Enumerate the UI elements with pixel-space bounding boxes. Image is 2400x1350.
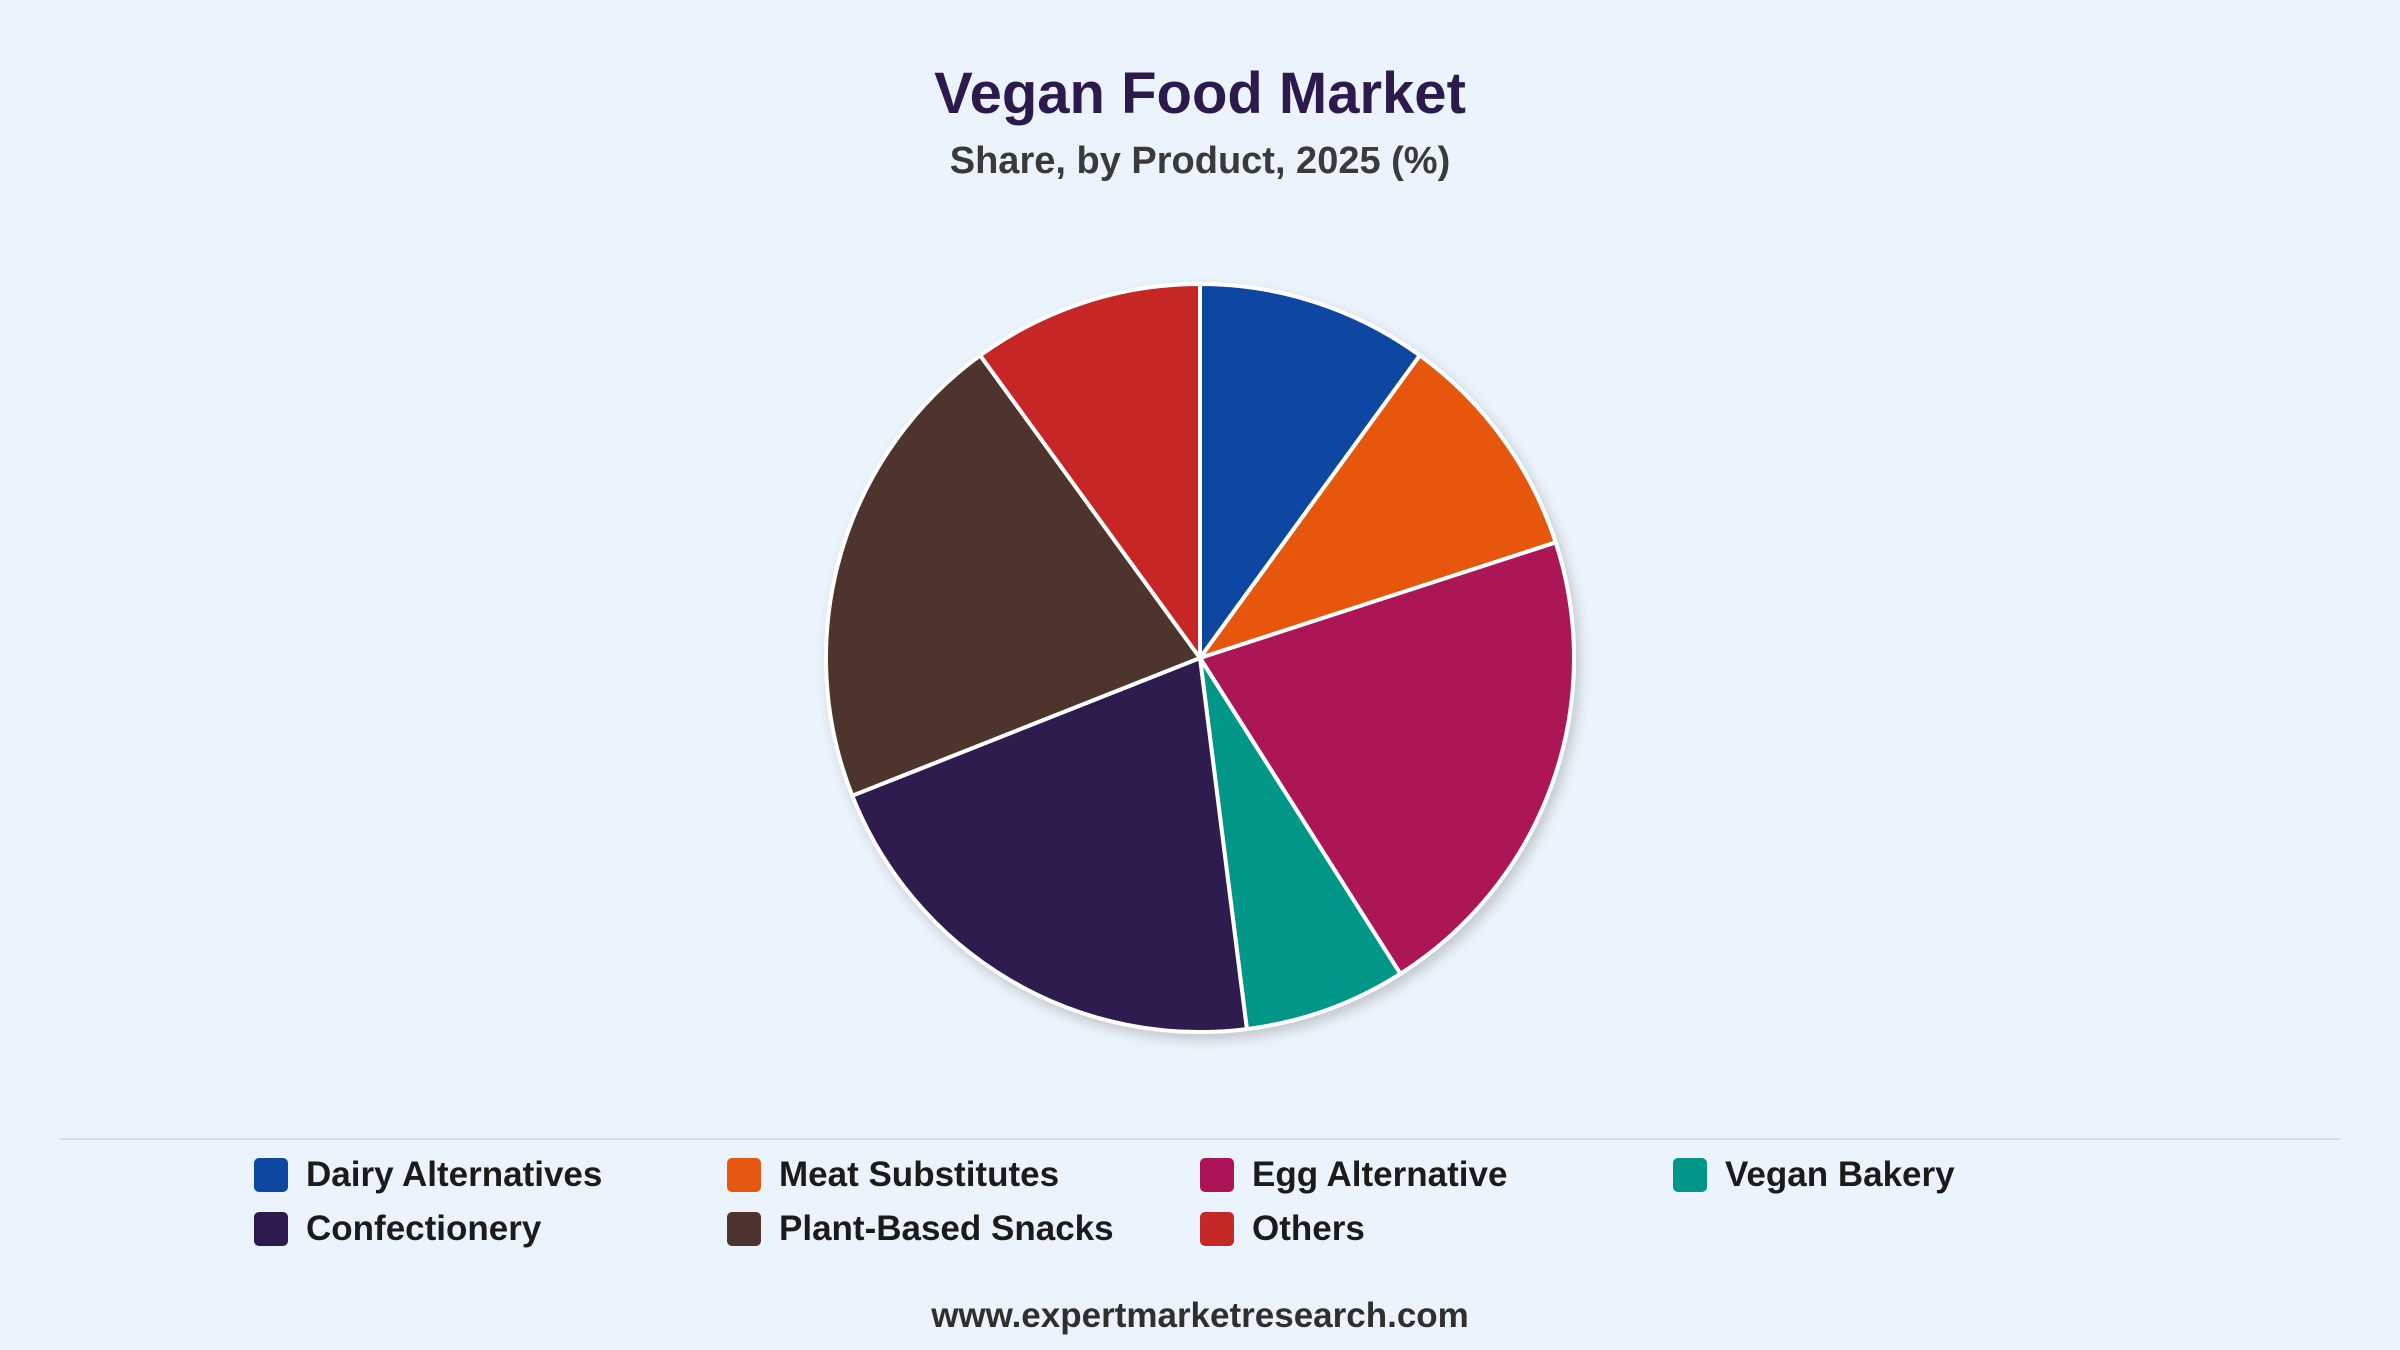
pie-slice-vegan-bakery	[1198, 656, 1403, 1032]
legend-item-confectionery: Confectionery	[254, 1209, 727, 1249]
legend-label: Dairy Alternatives	[306, 1155, 603, 1194]
legend-label: Vegan Bakery	[1725, 1155, 1955, 1194]
legend-swatch	[1200, 1212, 1234, 1246]
legend-label: Confectionery	[306, 1209, 542, 1248]
legend-swatch	[254, 1158, 288, 1192]
pie-slice-egg-alternative	[1198, 540, 1576, 976]
legend-item-plant-based-snacks: Plant-Based Snacks	[727, 1209, 1200, 1249]
legend-divider	[60, 1138, 2340, 1140]
pie-slice-plant-based-snacks	[824, 353, 1202, 798]
chart-subtitle: Share, by Product, 2025 (%)	[949, 140, 1451, 182]
legend-swatch	[1200, 1158, 1234, 1192]
legend-item-dairy-alternatives: Dairy Alternatives	[254, 1155, 727, 1195]
pie-slice-confectionery	[850, 656, 1249, 1034]
legend-label: Others	[1252, 1209, 1365, 1248]
legend-item-vegan-bakery: Vegan Bakery	[1673, 1155, 2146, 1195]
source-url: www.expertmarketresearch.com	[931, 1296, 1469, 1335]
chart-legend: Dairy Alternatives Meat Substitutes Egg Al…	[254, 1155, 2154, 1249]
legend-item-egg-alternative: Egg Alternative	[1200, 1155, 1673, 1195]
chart-title: Vegan Food Market	[934, 61, 1466, 126]
pie-slice-others	[978, 282, 1202, 660]
legend-swatch	[727, 1212, 761, 1246]
legend-label: Meat Substitutes	[779, 1155, 1060, 1194]
legend-label: Egg Alternative	[1252, 1155, 1508, 1194]
legend-swatch	[727, 1158, 761, 1192]
legend-swatch	[254, 1212, 288, 1246]
pie-slice-meat-substitutes	[1198, 353, 1558, 660]
pie-slice-dairy-alternatives	[1198, 282, 1422, 660]
legend-item-meat-substitutes: Meat Substitutes	[727, 1155, 1200, 1195]
legend-item-others: Others	[1200, 1209, 1673, 1249]
legend-label: Plant-Based Snacks	[779, 1209, 1114, 1248]
legend-swatch	[1673, 1158, 1707, 1192]
